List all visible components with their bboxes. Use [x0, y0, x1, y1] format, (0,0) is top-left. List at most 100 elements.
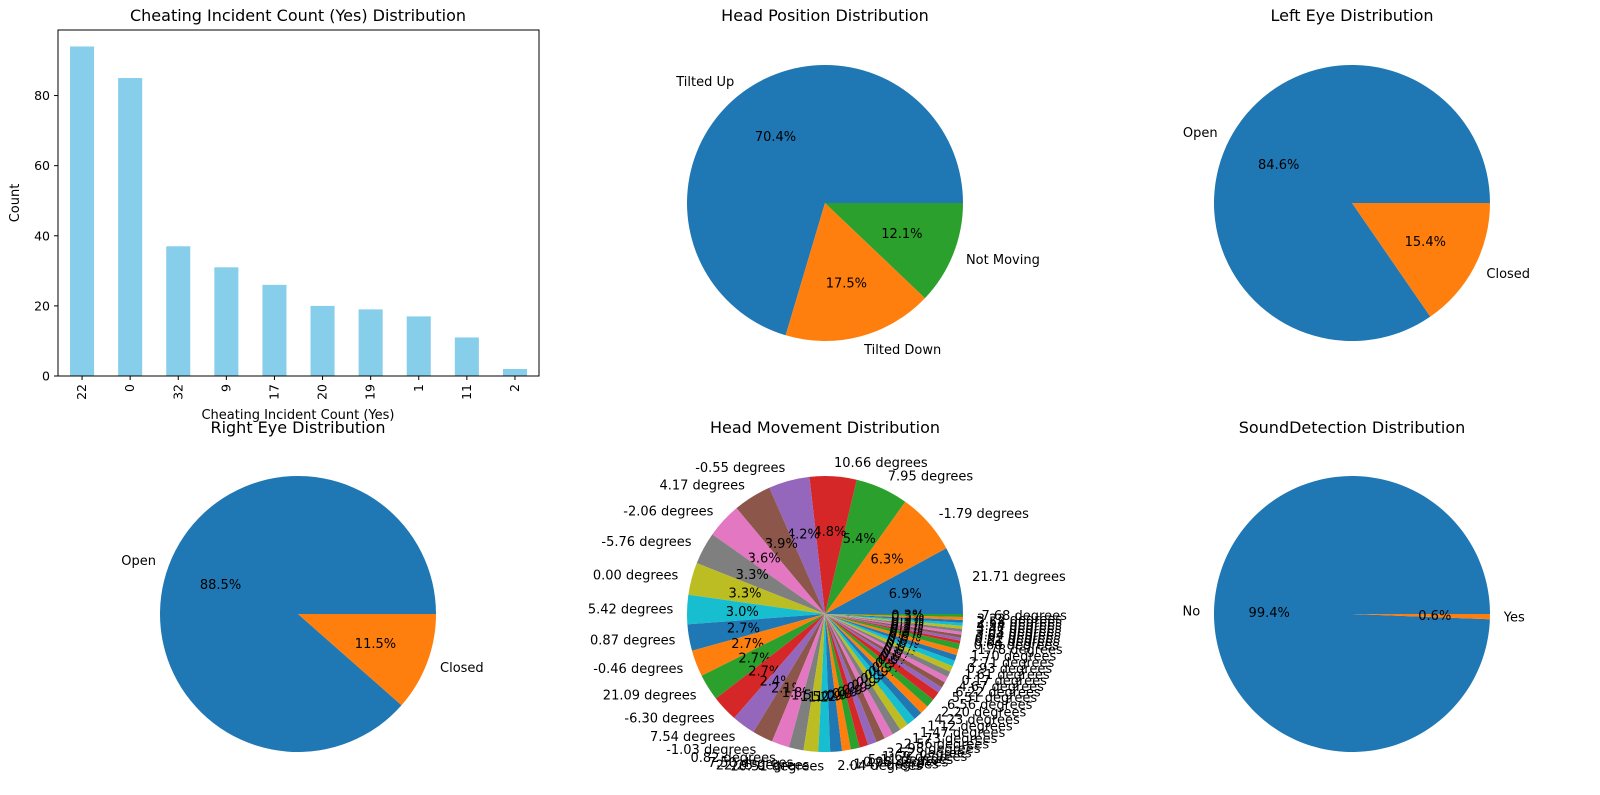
- pie-title: Head Movement Distribution: [710, 418, 940, 437]
- pie-slice-label: -7.68 degrees: [977, 609, 1067, 624]
- pie-slice-label: 3.47 degrees: [976, 622, 1062, 637]
- pie-slice-label: -1.03 degrees: [666, 743, 756, 758]
- pie-slice-label: 0.60 degrees: [974, 638, 1060, 653]
- pie-percent-label: 3.3%: [728, 586, 761, 601]
- pie-slice: [825, 614, 869, 748]
- pie-slice-label: -1.79 degrees: [939, 507, 1029, 522]
- pie-percent-label: 99.4%: [1249, 606, 1290, 621]
- pie-slice: [825, 614, 901, 735]
- pie-slice-label: 4.17 degrees: [659, 479, 745, 494]
- bar: [166, 246, 191, 376]
- pie-slice-label: 0.93 degrees: [967, 662, 1053, 677]
- pie-slice-label: 2.71 degrees: [969, 656, 1055, 671]
- bar: [406, 316, 431, 376]
- pie-slice-label: 0.17 degrees: [961, 674, 1047, 689]
- pie-slice: [736, 487, 825, 614]
- pie-left-eye: Left Eye Distribution 84.6% Open 15.4% Clos…: [1183, 6, 1530, 341]
- pie-slice: [734, 614, 825, 732]
- pie-slice-label: 0.00 degrees: [593, 569, 679, 584]
- pie-slice: [825, 614, 934, 707]
- pie-percent-label: 3.9%: [765, 537, 798, 552]
- x-tick-label: 17: [266, 384, 281, 400]
- pie-slice: [687, 614, 825, 651]
- pie-slice: [825, 614, 959, 656]
- pie-title: Head Position Distribution: [721, 6, 929, 25]
- pie-slice: [825, 614, 957, 661]
- pie-slice-label: 0.87 degrees: [590, 634, 676, 649]
- pie-percent-label: 6.9%: [889, 587, 922, 602]
- pie-slice: [1352, 614, 1490, 620]
- pie-slice: [825, 614, 939, 700]
- pie-percent-label: 0.3%: [891, 608, 924, 623]
- pie-slice-label: 7.54 degrees: [650, 730, 736, 745]
- pie-slice: [696, 534, 825, 614]
- pie-slice: [825, 501, 947, 614]
- pie-slice-label: 5.42 degrees: [588, 603, 674, 618]
- pie-percent-label: 3.6%: [748, 551, 781, 566]
- x-tick-label: 11: [459, 384, 474, 400]
- pie-slice: [803, 614, 825, 752]
- pie-slice: [825, 614, 843, 752]
- pie-slice: [825, 614, 962, 638]
- pie-slice-label: -0.98 degrees: [858, 756, 948, 771]
- pie-slice: [1352, 203, 1490, 317]
- pie-percent-label: 6.3%: [871, 553, 904, 568]
- pie-slice: [1214, 64, 1490, 341]
- pie-title: Left Eye Distribution: [1270, 6, 1433, 25]
- pie-slice-label: Tilted Down: [863, 343, 941, 358]
- pie-slice: [701, 614, 825, 699]
- pie-slice: [825, 614, 953, 672]
- pie-slice-label: 20.51 degrees: [730, 759, 824, 774]
- pie-slice-label: Open: [121, 554, 156, 569]
- pie-right-eye: Right Eye Distribution 88.5% Open 11.5% Clo…: [121, 418, 484, 753]
- pie-slice-label: 4.23 degrees: [934, 713, 1020, 728]
- pie-slice: [825, 614, 893, 739]
- y-tick-label: 80: [34, 88, 50, 103]
- pie-slice: [825, 614, 963, 629]
- pie-percent-label: 4.8%: [813, 525, 846, 540]
- x-tick-label: 20: [315, 384, 330, 400]
- pie-percent-label: 3.3%: [736, 568, 769, 583]
- pie-slice: [825, 203, 963, 299]
- pie-slice: [715, 614, 825, 718]
- pie-slice-label: 3.22 degrees: [977, 612, 1063, 627]
- pie-slice: [825, 614, 961, 641]
- y-tick-label: 40: [34, 228, 50, 243]
- pie-slice-label: 3.52 degrees: [886, 746, 972, 761]
- pie-slice-label: -0.55 degrees: [695, 461, 785, 476]
- pie-slice-label: 7.95 degrees: [888, 469, 974, 484]
- pie-slice: [825, 614, 955, 667]
- pie-slice-label: 2.04 degrees: [837, 759, 923, 774]
- y-tick-label: 0: [42, 369, 50, 384]
- pie-slice: [687, 65, 963, 336]
- pie-slice-label: 5.11 degrees: [868, 753, 954, 768]
- bar: [118, 78, 143, 377]
- pie-slice-label: 7.50 degrees: [708, 756, 794, 771]
- bar-x-axis-label: Cheating Incident Count (Yes): [201, 408, 394, 423]
- pie-slice-label: 0.61 degrees: [974, 635, 1060, 650]
- pie-slice: [825, 614, 963, 617]
- x-tick-label: 19: [363, 384, 378, 400]
- bar: [310, 305, 335, 376]
- pie-percent-label: 3.0%: [726, 605, 759, 620]
- pie-slice: [686, 594, 825, 625]
- pie-slice-label: Tilted Up: [675, 75, 734, 90]
- pie-title: SoundDetection Distribution: [1239, 418, 1466, 437]
- pie-slice-label: 5.51 degrees: [952, 691, 1038, 706]
- pie-slice-label: 21.71 degrees: [972, 570, 1066, 585]
- x-tick-label: 0: [122, 384, 137, 392]
- pie-slice: [825, 614, 963, 632]
- pie-slice-label: 4.54 degrees: [976, 619, 1062, 634]
- pie-slice-label: 22.25 degrees: [716, 759, 810, 774]
- bar-chart-cheating-incidents: Cheating Incident Count (Yes) Distributi…: [8, 6, 540, 423]
- pie-slice: [785, 203, 926, 341]
- pie-title: Right Eye Distribution: [210, 418, 385, 437]
- pie-slice: [825, 614, 877, 746]
- pie-percent-label: 11.5%: [355, 637, 396, 652]
- pie-slice-label: 6.56 degrees: [947, 698, 1033, 713]
- pie-slice-label: 4.67 degrees: [958, 680, 1044, 695]
- pie-slice: [825, 614, 922, 719]
- pie-slice-label: -1.69 degrees: [877, 750, 967, 765]
- bar: [358, 309, 383, 376]
